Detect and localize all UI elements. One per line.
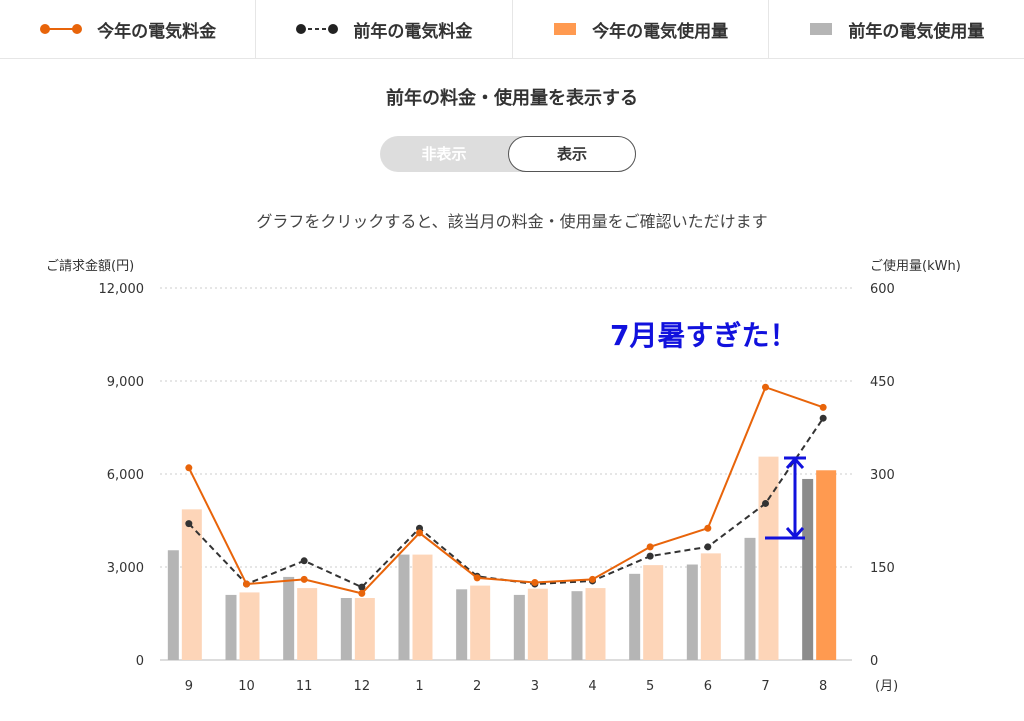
legend-label: 今年の電気料金 <box>97 21 217 42</box>
last-year-usage-bar <box>686 564 698 660</box>
this-year-fee-point <box>589 575 596 583</box>
legend-this-year-usage[interactable]: 今年の電気使用量 <box>513 0 769 58</box>
this-year-fee-line <box>187 385 824 595</box>
this-year-fee-point <box>300 575 308 583</box>
x-tick-label: 11 <box>296 679 313 694</box>
last-year-fee-point <box>358 583 366 591</box>
this-year-usage-bar <box>412 554 433 660</box>
this-year-fee-point <box>473 574 481 582</box>
y-right-tick-label: 300 <box>870 468 895 483</box>
x-tick-label: 6 <box>704 679 712 694</box>
annotation-text: 7月暑すぎた！ <box>610 319 797 352</box>
legend-label: 今年の電気使用量 <box>592 21 729 42</box>
legend-bar: 今年の電気料金 前年の電気料金 今年の電気使用量 前年の電気使用量 <box>0 0 1024 59</box>
last-year-fee-point <box>704 543 712 551</box>
this-year-usage-bar <box>585 588 606 660</box>
last-year-fee-point <box>185 520 193 528</box>
this-year-fee-point <box>416 529 423 537</box>
last-year-usage-bar <box>225 594 237 660</box>
this-year-usage-bar <box>470 585 491 660</box>
this-year-fee-point <box>531 579 539 586</box>
y-left-tick-label: 6,000 <box>107 468 144 483</box>
last-year-fee-point <box>300 557 308 565</box>
this-year-usage-bar <box>239 592 260 660</box>
chart-instruction: グラフをクリックすると、該当月の料金・使用量をご確認いただけます <box>256 212 768 231</box>
x-tick-label: 5 <box>646 679 654 694</box>
this-year-fee-point <box>185 464 193 472</box>
last-year-usage-bar <box>571 591 583 660</box>
annotation-arrow-head <box>785 527 805 540</box>
last-year-fee-point <box>762 499 769 507</box>
this-year-fee-point <box>243 580 250 588</box>
x-tick-label: 9 <box>185 679 193 694</box>
last-year-usage-bar <box>744 537 756 660</box>
this-year-usage-bar <box>643 565 664 660</box>
last-year-fee-point <box>819 414 827 422</box>
legend-label: 前年の電気使用量 <box>848 21 985 42</box>
this-year-fee-point <box>819 403 827 411</box>
x-tick-label: 8 <box>819 679 827 694</box>
last-year-usage-bar <box>629 573 641 660</box>
this-year-usage-bar <box>297 588 318 660</box>
this-year-usage-bar <box>527 588 548 660</box>
last-year-toggle[interactable]: 非表示 表示 <box>380 136 636 172</box>
x-tick-label: 12 <box>354 679 371 694</box>
last-year-usage-bar <box>340 598 352 660</box>
last-year-usage-bar <box>456 589 468 660</box>
this-year-usage-bar <box>758 456 779 660</box>
x-tick-label: 7 <box>761 679 769 694</box>
this-year-usage-bar <box>354 598 375 660</box>
x-tick-label: 4 <box>588 679 596 694</box>
legend-this-year-fee[interactable]: 今年の電気料金 <box>0 0 257 58</box>
x-tick-label: 10 <box>238 679 255 694</box>
this-year-fee-point <box>762 383 769 391</box>
this-year-fee-point <box>646 543 654 551</box>
x-tick-label: 3 <box>531 679 539 694</box>
last-year-usage-bar <box>513 594 525 660</box>
this-year-usage-bar <box>816 470 837 660</box>
legend-label: 前年の電気料金 <box>353 21 473 42</box>
orange-bar-icon <box>554 23 577 35</box>
y-right-tick-label: 600 <box>870 282 895 297</box>
legend-last-year-fee[interactable]: 前年の電気料金 <box>256 0 513 58</box>
last-year-usage-bar <box>802 478 814 660</box>
x-tick-label: 1 <box>415 679 423 694</box>
y-right-axis-label: ご使用量(kWh) <box>870 258 961 274</box>
last-year-fee-line <box>188 417 824 589</box>
last-year-usage-bar <box>283 576 295 660</box>
x-axis-unit-label: (月) <box>875 679 898 694</box>
y-right-tick-label: 150 <box>870 561 895 576</box>
this-year-fee-point <box>358 589 366 597</box>
y-right-tick-label: 450 <box>870 375 895 390</box>
last-year-usage-bar <box>167 550 179 660</box>
gray-bar-icon <box>810 23 833 35</box>
y-left-tick-label: 9,000 <box>107 375 144 390</box>
legend-last-year-usage[interactable]: 前年の電気使用量 <box>769 0 1024 58</box>
this-year-usage-bar <box>181 509 202 660</box>
toggle-hide-option[interactable]: 非表示 <box>421 145 467 163</box>
y-left-axis-label: ご請求金額(円) <box>46 258 134 274</box>
section-title: 前年の料金・使用量を表示する <box>386 88 638 109</box>
this-year-usage-bar <box>700 553 721 660</box>
orange-line-dot-icon <box>40 24 83 34</box>
y-left-tick-label: 3,000 <box>107 561 144 576</box>
black-dashed-dot-icon <box>296 24 339 34</box>
toggle-show-option[interactable]: 表示 <box>508 136 636 172</box>
x-tick-label: 2 <box>473 679 481 694</box>
annotation-arrow-head <box>785 456 805 469</box>
this-year-fee-point <box>704 524 712 532</box>
last-year-fee-point <box>646 552 654 560</box>
last-year-usage-bar <box>398 554 410 660</box>
y-left-tick-label: 12,000 <box>99 282 145 297</box>
y-left-tick-label: 0 <box>136 654 144 669</box>
y-right-tick-label: 0 <box>870 654 878 669</box>
